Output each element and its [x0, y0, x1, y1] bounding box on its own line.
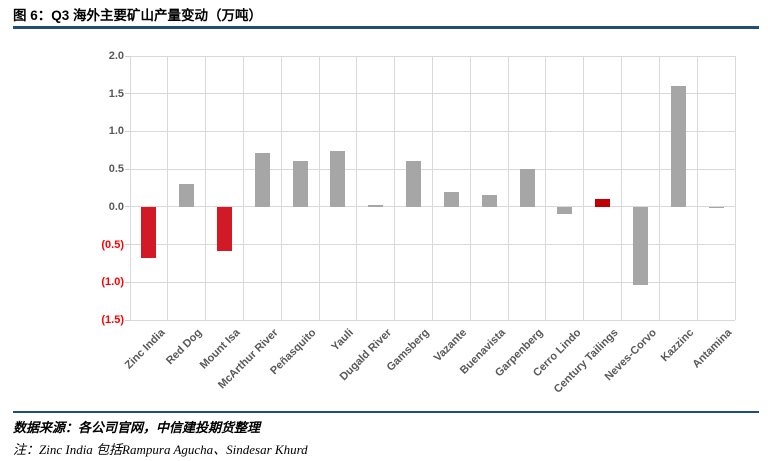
- gridline-vertical: [583, 56, 585, 320]
- x-tick-label: Yauli: [329, 326, 357, 354]
- gridline-vertical: [318, 56, 320, 320]
- bar: [330, 151, 346, 207]
- y-tick-mark: [125, 319, 130, 321]
- gridline-vertical: [621, 56, 623, 320]
- bar: [519, 169, 535, 207]
- bar: [557, 206, 573, 215]
- y-tick-mark: [125, 168, 130, 170]
- bar: [368, 204, 384, 207]
- x-axis: Zinc India Red Dog Mount Isa McArthur River…: [122, 320, 735, 410]
- y-axis: 2.0 1.5 1.0 0.5 0.0 (0.5) (1.0) (1.5): [86, 50, 124, 326]
- y-tick-mark: [125, 281, 130, 283]
- y-tick-label: 2.0: [108, 50, 124, 62]
- bar: [443, 191, 459, 207]
- y-tick-label: 0.0: [108, 200, 124, 213]
- x-tick-label: Antamina: [690, 326, 735, 371]
- gridline-vertical: [242, 56, 244, 320]
- y-tick-label: (1.5): [101, 314, 124, 326]
- title-rule: [13, 26, 759, 29]
- y-tick-mark: [125, 206, 130, 208]
- figure-title: 图 6：Q3 海外主要矿山产量变动（万吨）: [13, 8, 263, 23]
- y-tick-label: (1.0): [101, 276, 124, 289]
- data-source-note: 数据来源：各公司官网，中信建投期货整理: [13, 420, 261, 435]
- bar: [595, 199, 611, 207]
- y-tick-label: 0.5: [108, 163, 124, 176]
- bar: [406, 160, 422, 207]
- bar: [670, 86, 686, 207]
- bar: [292, 160, 308, 207]
- gridline-vertical: [469, 56, 471, 320]
- y-tick-mark: [125, 244, 130, 246]
- gridline-vertical: [696, 56, 698, 320]
- y-tick-label: (0.5): [101, 238, 124, 251]
- x-tick-label: Zinc India: [122, 326, 168, 372]
- gridline-vertical: [205, 56, 207, 320]
- gridline-vertical: [394, 56, 396, 320]
- bar: [217, 206, 233, 252]
- bar: [179, 184, 195, 207]
- y-tick-label: 1.5: [108, 87, 124, 100]
- gridline-vertical: [432, 56, 433, 320]
- y-tick-mark: [125, 93, 130, 95]
- y-tick-label: 1.0: [108, 125, 124, 138]
- bar: [254, 153, 270, 207]
- gridline-vertical: [129, 56, 131, 320]
- gridline-vertical: [356, 56, 358, 320]
- gridline-vertical: [658, 56, 660, 320]
- bar: [481, 194, 497, 207]
- gridline-vertical: [734, 56, 736, 320]
- y-tick-mark: [125, 130, 130, 132]
- x-tick-label: Century Tailings: [551, 326, 621, 396]
- bar: [141, 206, 157, 259]
- footnote: 注：Zinc India 包括Rampura Agucha、Sindesar K…: [13, 442, 308, 457]
- footer-rule: [13, 411, 759, 413]
- bar: [632, 206, 648, 286]
- gridline-vertical: [280, 56, 282, 320]
- y-tick-mark: [125, 55, 130, 57]
- bar: [708, 206, 724, 209]
- gridline-vertical: [167, 56, 169, 320]
- plot-area: [125, 55, 736, 321]
- gridline-vertical: [545, 56, 547, 320]
- gridline-horizontal: [130, 319, 735, 321]
- gridline-vertical: [507, 56, 509, 320]
